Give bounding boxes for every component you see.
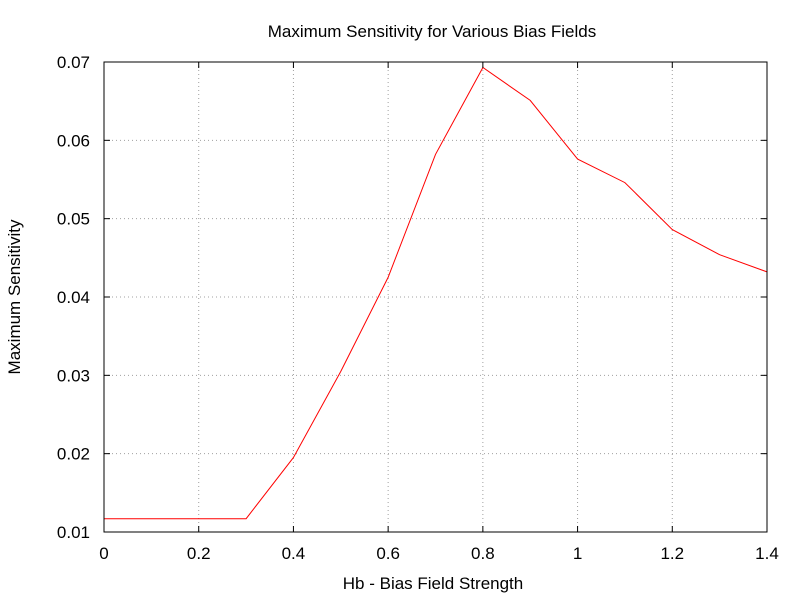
x-tick-label: 1 <box>573 544 582 563</box>
x-axis-label: Hb - Bias Field Strength <box>343 574 523 593</box>
series-line <box>104 66 768 520</box>
x-tick-label: 1.4 <box>755 544 779 563</box>
y-tick-label: 0.02 <box>57 445 90 464</box>
grid-lines <box>104 62 767 532</box>
x-tick-label: 0.4 <box>282 544 306 563</box>
y-tick-label: 0.03 <box>57 366 90 385</box>
y-tick-label: 0.01 <box>57 523 90 542</box>
y-tick-label: 0.07 <box>57 53 90 72</box>
x-tick-label: 0.8 <box>471 544 495 563</box>
x-tick-label: 0 <box>99 544 108 563</box>
y-axis-ticks: 0.01 0.02 0.03 0.04 0.05 0.06 0.07 <box>57 53 767 542</box>
y-axis-label: Maximum Sensitivity <box>5 219 24 374</box>
series-layer <box>104 66 768 520</box>
y-tick-label: 0.04 <box>57 288 90 307</box>
plot-frame <box>103 61 768 533</box>
x-axis-ticks: 0 0.2 0.4 0.6 0.8 1 1.2 1.4 <box>99 62 779 563</box>
chart-title: Maximum Sensitivity for Various Bias Fie… <box>268 22 596 41</box>
x-tick-label: 0.2 <box>187 544 211 563</box>
x-tick-label: 1.2 <box>660 544 684 563</box>
y-tick-label: 0.06 <box>57 131 90 150</box>
x-tick-label: 0.6 <box>376 544 400 563</box>
y-tick-label: 0.05 <box>57 210 90 229</box>
